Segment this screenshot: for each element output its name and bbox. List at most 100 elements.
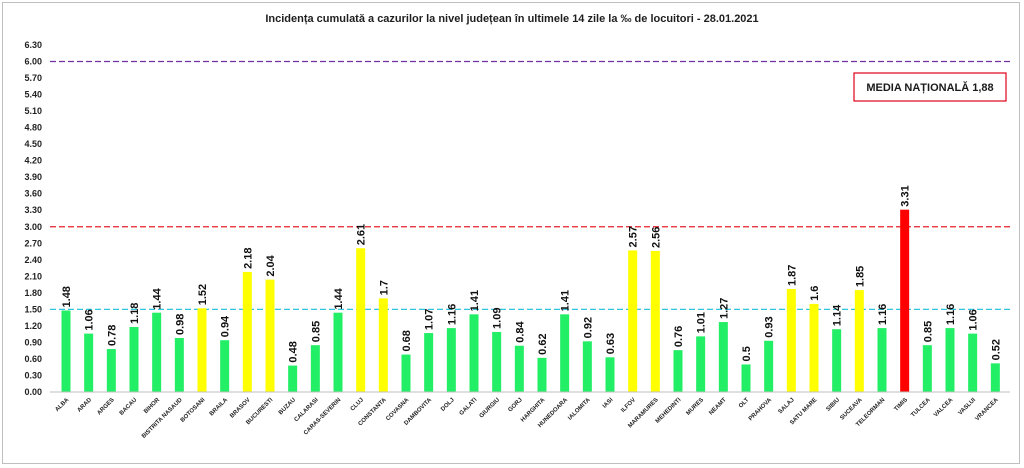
bar-satu-mare [809, 303, 819, 392]
x-tick-label: PRAHOVA [748, 397, 774, 423]
bar-botosani [197, 308, 207, 392]
bar-value-label: 0.48 [288, 341, 300, 362]
bar-value-label: 2.18 [242, 248, 254, 269]
chart-title: Incidența cumulată a cazurilor la nivel … [265, 13, 758, 25]
y-tick-label: 0.90 [24, 337, 42, 347]
x-tick-label: TIMIS [894, 397, 910, 413]
y-tick-label: 4.80 [24, 123, 42, 133]
bar-value-label: 0.84 [514, 320, 526, 342]
bar-value-label: 0.93 [764, 316, 776, 337]
bars: 1.48 1.06 0.78 1.18 1.44 0.98 1.52 0.94 2.18 2.04… [61, 185, 1002, 392]
bar-dolj [446, 328, 456, 392]
bar-value-label: 0.85 [922, 321, 934, 342]
bar-value-label: 0.98 [174, 314, 186, 335]
bar-value-label: 0.94 [220, 315, 232, 337]
y-tick-label: 3.60 [24, 189, 42, 199]
bar-iasi [605, 357, 615, 392]
y-tick-label: 6.30 [24, 40, 42, 50]
bar-value-label: 1.14 [832, 304, 844, 326]
bar-value-label: 2.56 [650, 227, 662, 248]
x-tick-label: VALCEA [933, 397, 955, 419]
x-tick-label: IALOMITA [567, 397, 592, 422]
x-tick-label: GALATI [459, 397, 479, 417]
bar-mures [696, 336, 706, 392]
y-tick-label: 2.10 [24, 271, 42, 281]
bar-valcea [945, 328, 955, 392]
bar-harghita [537, 357, 547, 392]
bar-value-label: 1.41 [469, 290, 481, 311]
bar-arges [106, 349, 116, 392]
bar-value-label: 0.62 [537, 333, 549, 354]
bar-constanta [378, 298, 388, 392]
x-tick-label: GIURGIU [479, 397, 501, 419]
bar-value-label: 1.44 [152, 287, 164, 309]
x-tick-label: OLT [738, 397, 751, 410]
y-tick-label: 3.30 [24, 205, 42, 215]
y-tick-label: 1.20 [24, 321, 42, 331]
y-tick-label: 3.90 [24, 172, 42, 182]
bar-covasna [401, 354, 411, 392]
bar-ilfov [628, 250, 638, 392]
bar-timis [900, 209, 910, 392]
bar-value-label: 0.78 [106, 325, 118, 346]
media-nationala-box [853, 72, 1007, 102]
bar-value-label: 2.57 [628, 226, 640, 247]
bar-salaj [786, 289, 796, 392]
bar-value-label: 1.27 [718, 298, 730, 319]
x-tick-label: NEAMT [708, 397, 728, 417]
bar-giurgiu [492, 331, 502, 392]
bar-value-label: 2.61 [356, 224, 368, 245]
y-axis: 0.00 0.30 0.60 0.90 1.20 1.50 1.80 2.10 2.40 2.70… [24, 40, 42, 397]
bar-value-label: 1.44 [333, 287, 345, 309]
bar-value-label: 0.76 [673, 326, 685, 347]
media-nationala-label: MEDIA NAȚIONALĂ 1,88 [866, 81, 993, 94]
bar-olt [741, 364, 751, 392]
x-tick-label: VASLUI [958, 397, 978, 417]
bar-ialomita [582, 341, 592, 392]
bar-value-label: 1.7 [378, 280, 390, 295]
x-tick-label: ALBA [54, 397, 70, 413]
bar-value-label: 0.85 [310, 321, 322, 342]
y-tick-label: 0.00 [24, 387, 42, 397]
bar-vaslui [968, 333, 978, 392]
x-tick-label: TULCEA [910, 397, 932, 419]
bar-bucuresti [265, 279, 275, 392]
bar-prahova [764, 340, 774, 392]
y-tick-label: 4.20 [24, 156, 42, 166]
bar-value-label: 1.41 [560, 290, 572, 311]
x-tick-label: VRANCEA [975, 397, 1001, 423]
bar-value-label: 1.6 [809, 286, 821, 301]
bar-galati [469, 314, 479, 392]
bar-value-label: 1.07 [424, 309, 436, 330]
bar-value-label: 1.16 [945, 304, 957, 325]
bar-calarasi [310, 345, 320, 392]
bar-suceava [854, 290, 864, 392]
x-tick-label: BRASOV [229, 397, 251, 419]
y-tick-label: 1.80 [24, 288, 42, 298]
x-tick-label: BOTOSANI [180, 397, 207, 424]
bar-teleorman [877, 328, 887, 392]
y-tick-label: 2.40 [24, 255, 42, 265]
y-tick-label: 2.70 [24, 238, 42, 248]
bar-value-label: 1.85 [854, 266, 866, 287]
bar-sibiu [832, 329, 842, 392]
y-tick-label: 5.70 [24, 73, 42, 83]
bar-bihor [152, 312, 162, 392]
x-tick-label: BACAU [119, 397, 139, 417]
bar-value-label: 1.16 [446, 304, 458, 325]
x-tick-label: BISTRITA NASAUD [141, 397, 184, 440]
bar-value-label: 1.09 [492, 308, 504, 329]
y-tick-label: 4.50 [24, 139, 42, 149]
bar-value-label: 1.52 [197, 284, 209, 305]
bar-bacau [129, 327, 139, 392]
y-tick-label: 5.10 [24, 106, 42, 116]
bar-value-label: 0.52 [990, 339, 1002, 360]
bar-alba [61, 310, 71, 392]
x-tick-label: CLUJ [350, 397, 365, 412]
y-tick-label: 0.30 [24, 370, 42, 380]
bar-value-label: 0.5 [741, 346, 753, 361]
bar-gorj [514, 345, 524, 392]
bar-value-label: 3.31 [900, 185, 912, 206]
